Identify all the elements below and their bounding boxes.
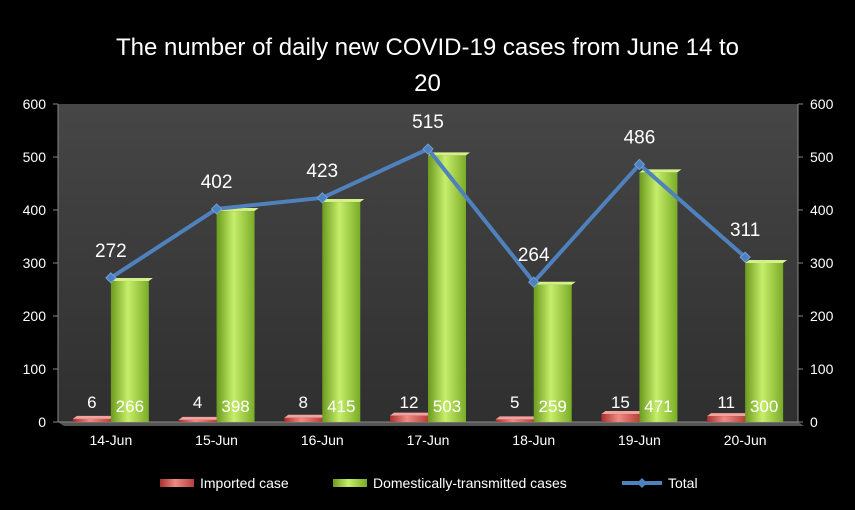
marker-total bbox=[316, 192, 328, 204]
chart-title-line1: The number of daily new COVID-19 cases f… bbox=[116, 34, 739, 61]
legend-label-domestic: Domestically-transmitted cases bbox=[373, 475, 567, 491]
marker-total bbox=[422, 143, 434, 155]
y-tick-label-left: 400 bbox=[23, 202, 47, 218]
bar-imported bbox=[284, 417, 323, 422]
x-tick-label: 18-Jun bbox=[512, 432, 555, 448]
bar-domestic bbox=[428, 155, 466, 422]
data-label-imported: 4 bbox=[193, 393, 202, 412]
data-label-total: 515 bbox=[412, 112, 444, 133]
bar-domestic bbox=[639, 172, 678, 422]
data-label-total: 264 bbox=[518, 245, 550, 266]
bar-imported-top bbox=[72, 415, 115, 419]
legend-marker-total bbox=[637, 478, 647, 488]
y-tick-label-left: 600 bbox=[23, 96, 47, 112]
y-tick-label-right: 400 bbox=[810, 202, 834, 218]
y-tick-label-left: 0 bbox=[38, 414, 46, 430]
data-label-total: 423 bbox=[306, 161, 338, 182]
chart-title-line2: 20 bbox=[414, 70, 441, 97]
data-label-domestic: 415 bbox=[327, 397, 355, 416]
marker-total bbox=[105, 272, 117, 284]
y-tick-label-right: 100 bbox=[810, 361, 834, 377]
legend-label-imported: Imported case bbox=[200, 475, 289, 491]
data-label-domestic: 300 bbox=[750, 397, 778, 416]
data-label-total: 272 bbox=[95, 241, 127, 262]
bar-imported-top bbox=[495, 416, 538, 420]
y-tick-label-left: 500 bbox=[23, 149, 47, 165]
data-label-imported: 8 bbox=[299, 393, 308, 412]
bar-domestic bbox=[216, 211, 255, 422]
data-label-total: 486 bbox=[624, 127, 656, 148]
x-tick-label: 15-Jun bbox=[195, 432, 238, 448]
bar-imported bbox=[178, 419, 217, 422]
y-tick-label-right: 600 bbox=[810, 96, 834, 112]
bar-imported bbox=[707, 416, 746, 422]
bar-imported-top bbox=[284, 414, 327, 418]
bar-domestic-top bbox=[428, 152, 470, 156]
bar-imported bbox=[495, 419, 534, 422]
y-tick-label-left: 100 bbox=[23, 361, 47, 377]
data-label-total: 311 bbox=[730, 220, 760, 241]
legend-swatch-imported bbox=[160, 479, 194, 487]
bar-domestic-top bbox=[745, 260, 788, 263]
data-label-domestic: 259 bbox=[539, 397, 567, 416]
data-label-domestic: 266 bbox=[116, 397, 144, 416]
bar-imported bbox=[601, 414, 640, 422]
data-label-total: 402 bbox=[201, 172, 233, 193]
y-tick-label-left: 300 bbox=[23, 255, 47, 271]
bar-imported-top bbox=[707, 413, 750, 417]
x-tick-label: 16-Jun bbox=[301, 432, 344, 448]
bar-domestic-top bbox=[110, 278, 153, 282]
plot-floor bbox=[58, 422, 804, 426]
marker-total bbox=[633, 158, 646, 171]
data-label-domestic: 398 bbox=[221, 397, 249, 416]
x-tick-label: 14-Jun bbox=[89, 432, 132, 448]
marker-total bbox=[528, 276, 540, 288]
bar-imported bbox=[390, 415, 428, 422]
data-label-domestic: 471 bbox=[644, 397, 672, 416]
bar-domestic bbox=[745, 263, 784, 422]
bar-imported bbox=[72, 418, 111, 422]
bar-domestic bbox=[110, 281, 149, 422]
data-label-domestic: 503 bbox=[433, 397, 461, 416]
data-label-imported: 5 bbox=[510, 393, 519, 412]
data-label-imported: 15 bbox=[611, 393, 630, 412]
y-tick-label-right: 0 bbox=[810, 414, 818, 430]
legend-label-total: Total bbox=[668, 475, 698, 491]
x-tick-label: 20-Jun bbox=[724, 432, 767, 448]
marker-total bbox=[739, 251, 751, 263]
marker-total bbox=[210, 203, 223, 215]
bar-domestic-top bbox=[322, 199, 365, 203]
y-tick-label-right: 300 bbox=[810, 255, 834, 271]
data-label-imported: 11 bbox=[717, 393, 735, 412]
bar-domestic bbox=[322, 202, 361, 422]
bar-imported-top bbox=[178, 416, 221, 420]
bar-domestic bbox=[533, 284, 572, 422]
y-tick-label-right: 200 bbox=[810, 308, 834, 324]
x-tick-label: 17-Jun bbox=[407, 432, 450, 448]
legend-swatch-domestic bbox=[333, 479, 367, 487]
x-tick-label: 19-Jun bbox=[618, 432, 661, 448]
bar-imported-top bbox=[601, 411, 644, 415]
y-tick-label-right: 500 bbox=[810, 149, 834, 165]
data-label-imported: 12 bbox=[400, 393, 419, 412]
bar-imported-top bbox=[390, 412, 432, 416]
data-label-imported: 6 bbox=[87, 393, 96, 412]
chart-title: The number of daily new COVID-19 cases f… bbox=[0, 30, 855, 102]
bar-domestic-top bbox=[533, 281, 576, 285]
y-tick-label-left: 200 bbox=[23, 308, 47, 324]
